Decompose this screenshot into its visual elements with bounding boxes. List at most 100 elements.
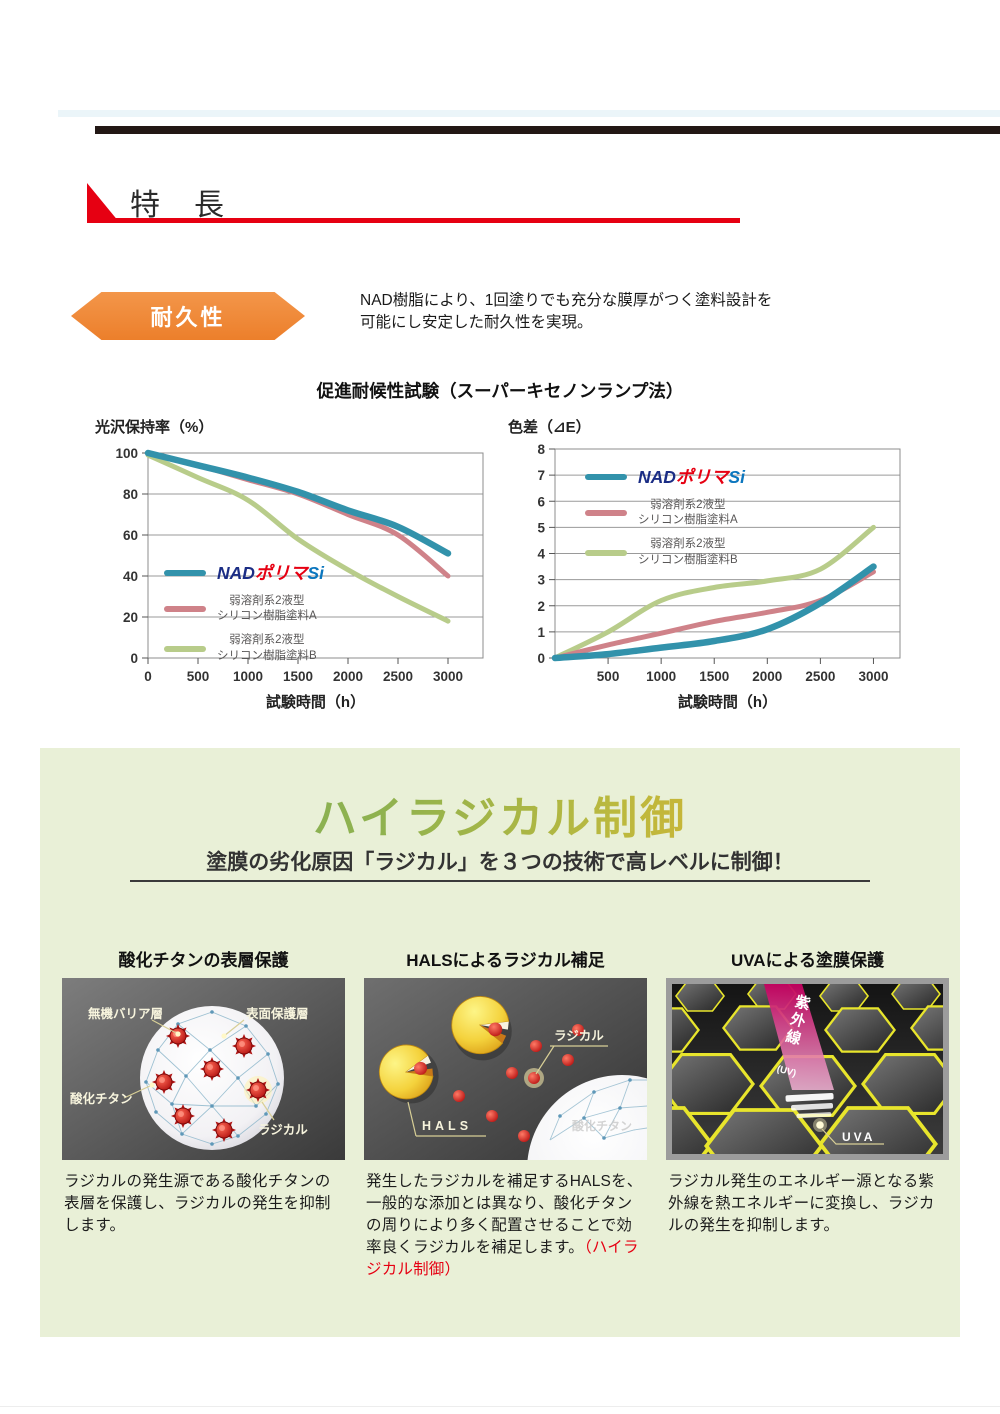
color-difference-chart: 色差（⊿E） 0 1 2 3 4 5 6 7 8 500 1000 1500 2000 2500 3000 試… xyxy=(505,412,935,712)
x-axis-title: 試験時間（h） xyxy=(266,693,365,711)
page-bottom-edge xyxy=(0,1406,1000,1407)
y-tick-label: 1 xyxy=(537,625,545,640)
y-tick-label: 6 xyxy=(537,494,545,509)
uv-hexagon-illustration: 紫外線 (UV) UVA xyxy=(666,978,949,1160)
y-tick-label: 100 xyxy=(115,446,138,461)
radical-section-title: ハイラジカル制御 xyxy=(0,782,1000,846)
gloss-retention-chart: 光沢保持率（%） 0 20 40 60 80 100 0 500 1000 1500 2000 250… xyxy=(92,412,492,712)
page-title: 特 長 xyxy=(130,189,226,222)
durability-description: NAD樹脂により、1回塗りでも充分な膜厚がつく塗料設計を 可能にし安定した耐久性… xyxy=(360,292,773,332)
top-bar xyxy=(95,126,1000,134)
y-tick-label: 8 xyxy=(537,442,545,457)
legend-item: 弱溶剤系2液型 シリコン樹脂塗料A xyxy=(585,498,745,528)
legend-label: 弱溶剤系2液型 シリコン樹脂塗料B xyxy=(638,538,738,566)
legend-label: 弱溶剤系2液型 シリコン樹脂塗料B xyxy=(217,634,317,662)
durability-badge-label: 耐久性 xyxy=(150,305,226,330)
label-radical: ラジカル xyxy=(258,1123,308,1137)
x-axis-title: 試験時間（h） xyxy=(678,693,777,711)
panel-hals-capture: HALSによるラジカル補足 xyxy=(364,946,647,1281)
legend-swatch xyxy=(585,473,627,480)
x-tick-label: 500 xyxy=(597,669,620,684)
chart-legend: NADポリマSi 弱溶剤系2液型 シリコン樹脂塗料A 弱溶剤系2液型 シリコン樹脂塗料B xyxy=(585,464,745,568)
y-tick-label: 0 xyxy=(537,651,545,666)
sphere-mesh-nodes xyxy=(558,1078,632,1140)
series-line-2 xyxy=(552,524,876,661)
panel-title: UVAによる塗膜保護 xyxy=(730,951,885,970)
label-inorganic-barrier: 無機バリア層 xyxy=(88,1006,163,1021)
uva-conversion-bars xyxy=(785,1092,834,1119)
series-line-2 xyxy=(145,452,451,624)
legend-item: 弱溶剤系2液型 シリコン樹脂塗料A xyxy=(164,594,324,624)
y-tick-label: 20 xyxy=(123,610,138,625)
x-tick-label: 2500 xyxy=(383,669,413,684)
x-tick-label: 1500 xyxy=(283,669,313,684)
radical-panels: 酸化チタンの表層保護 xyxy=(62,946,949,1281)
series-line-0 xyxy=(551,563,877,662)
radical-section-subtitle: 塗膜の劣化原因「ラジカル」を３つの技術で高レベルに制御！ xyxy=(206,851,794,874)
mesh-nodes xyxy=(144,1010,280,1146)
series-line-0 xyxy=(144,449,452,557)
y-tick-label: 5 xyxy=(537,520,545,535)
panel-title: 酸化チタンの表層保護 xyxy=(118,951,289,970)
sphere-mesh xyxy=(549,1079,647,1141)
chart-section-title: 促進耐候性試験（スーパーキセノンランプ法） xyxy=(316,381,684,401)
gloss-chart-y-axis-title: 光沢保持率（%） xyxy=(95,419,214,436)
legend-swatch xyxy=(164,606,206,613)
header-triangle-icon xyxy=(87,183,119,222)
x-tick-label: 2500 xyxy=(805,669,835,684)
label-surface-protection: 表面保護層 xyxy=(245,1006,309,1021)
legend-swatch xyxy=(585,510,627,517)
legend-swatch xyxy=(164,569,206,576)
brand-logo: NADポリマSi xyxy=(217,563,324,583)
panel-description: 発生したラジカルを補足するHALSを、一般的な添加とは異なり、酸化チタンの周りに… xyxy=(366,1173,643,1278)
uva-dot xyxy=(816,1121,824,1129)
header-underline xyxy=(87,218,740,223)
radical-divider xyxy=(130,880,870,882)
plot-border xyxy=(147,452,484,659)
top-accent-strip xyxy=(58,110,1000,117)
panel-titanium-protection: 酸化チタンの表層保護 xyxy=(62,946,345,1281)
brand-logo: NADポリマSi xyxy=(638,467,745,487)
x-tick-label: 1000 xyxy=(646,669,676,684)
x-tick-label: 2000 xyxy=(333,669,363,684)
legend-label: 弱溶剤系2液型 シリコン樹脂塗料A xyxy=(217,595,317,623)
series-line-1 xyxy=(145,450,451,579)
uv-beam-labels: 紫外線 (UV) xyxy=(776,993,812,1079)
chart-legend: NADポリマSi 弱溶剤系2液型 シリコン樹脂塗料A 弱溶剤系2液型 シリコン樹脂塗料B xyxy=(164,560,324,664)
x-tick-label: 3000 xyxy=(433,669,463,684)
legend-label: 弱溶剤系2液型 シリコン樹脂塗料A xyxy=(638,499,738,527)
color-diff-chart-svg: 0 1 2 3 4 5 6 7 8 500 1000 1500 2000 2500 3000 試験時間（h） xyxy=(537,442,901,711)
legend-item: 弱溶剤系2液型 シリコン樹脂塗料B xyxy=(585,537,745,567)
hals-illustration: 酸化チタン ラジカル HALS xyxy=(364,978,647,1160)
panel-description: ラジカル発生のエネルギー源となる紫外線を熱エネルギーに変換し、ラジカルの発生を抑… xyxy=(668,1173,935,1234)
label-uva: UVA xyxy=(842,1130,875,1144)
label-titanium-oxide-faint: 酸化チタン xyxy=(572,1118,632,1133)
legend-item: NADポリマSi xyxy=(585,464,745,489)
y-tick-label: 3 xyxy=(537,573,545,588)
x-tick-label: 500 xyxy=(187,669,210,684)
series-line-1 xyxy=(552,569,876,661)
durability-badge: 耐久性 xyxy=(71,292,305,340)
label-hals: HALS xyxy=(422,1119,472,1133)
legend-item: NADポリマSi xyxy=(164,560,324,585)
titanium-sphere-illustration: 無機バリア層 表面保護層 酸化チタン ラジカル xyxy=(62,978,345,1160)
label-ultraviolet: 紫外線 xyxy=(783,993,812,1048)
uv-beam xyxy=(764,984,834,1090)
legend-item: 弱溶剤系2液型 シリコン樹脂塗料B xyxy=(164,633,324,663)
legend-swatch xyxy=(164,645,206,652)
y-tick-label: 2 xyxy=(537,599,545,614)
color-diff-chart-y-axis-title: 色差（⊿E） xyxy=(508,419,591,436)
panel-description: ラジカルの発生源である酸化チタンの表層を保護し、ラジカルの発生を抑制します。 xyxy=(64,1173,331,1234)
x-tick-label: 3000 xyxy=(858,669,888,684)
x-tick-label: 0 xyxy=(144,669,152,684)
y-tick-label: 80 xyxy=(123,487,138,502)
y-tick-label: 7 xyxy=(537,468,545,483)
panel-uva-protection: UVAによる塗膜保護 xyxy=(666,946,949,1281)
panel-title: HALSによるラジカル補足 xyxy=(406,951,605,970)
label-radical: ラジカル xyxy=(554,1029,604,1043)
label-titanium-oxide: 酸化チタン xyxy=(70,1091,133,1106)
x-tick-label: 2000 xyxy=(752,669,782,684)
y-tick-label: 60 xyxy=(123,528,138,543)
y-tick-label: 0 xyxy=(130,651,138,666)
legend-swatch xyxy=(585,549,627,556)
